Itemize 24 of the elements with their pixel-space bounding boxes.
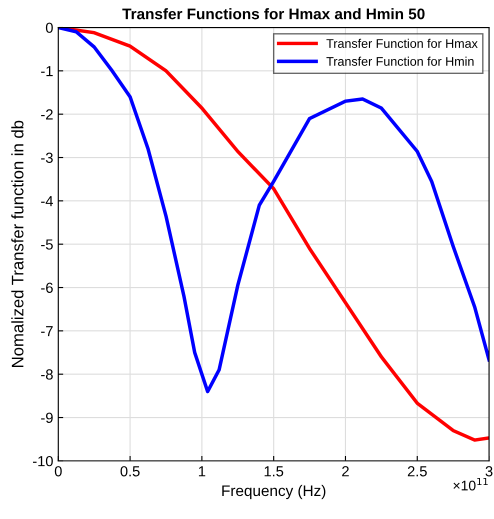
y-tick-label: -3 — [41, 152, 53, 163]
y-axis-title: Nomalized Transfer function in db — [11, 120, 24, 367]
y-tick-label: -9 — [41, 412, 53, 423]
x-tick-label: 1 — [198, 466, 206, 476]
x-tick-label: 3 — [486, 466, 492, 476]
y-tick-label: -2 — [41, 109, 53, 120]
text: ×10$^{11}$ — [453, 478, 488, 490]
y-tick-label: -8 — [41, 369, 53, 380]
y-tick-label: -7 — [41, 326, 53, 336]
chart-title: Transfer Functions for Hmax and Hmin 50 — [122, 8, 425, 20]
y-tick-label: -10 — [33, 456, 53, 466]
y-tick-label: -5 — [41, 239, 53, 250]
y-tick-label: 0 — [46, 22, 53, 33]
x-tick-label: 2 — [342, 466, 349, 476]
x-tick-label: 0.5 — [120, 466, 140, 476]
y-tick-label: -1 — [41, 66, 53, 76]
legend-label: Transfer Function for Hmin — [326, 56, 474, 66]
x-tick-label: 1.5 — [264, 466, 284, 476]
x-tick-label: 2.5 — [408, 466, 427, 476]
x-tick-label: 0 — [54, 466, 62, 476]
y-tick-label: -6 — [41, 282, 53, 293]
y-tick-label: -4 — [41, 196, 54, 206]
legend-label: Transfer Function for Hmax — [326, 38, 478, 48]
x-axis-title: Frequency (Hz) — [222, 484, 326, 500]
